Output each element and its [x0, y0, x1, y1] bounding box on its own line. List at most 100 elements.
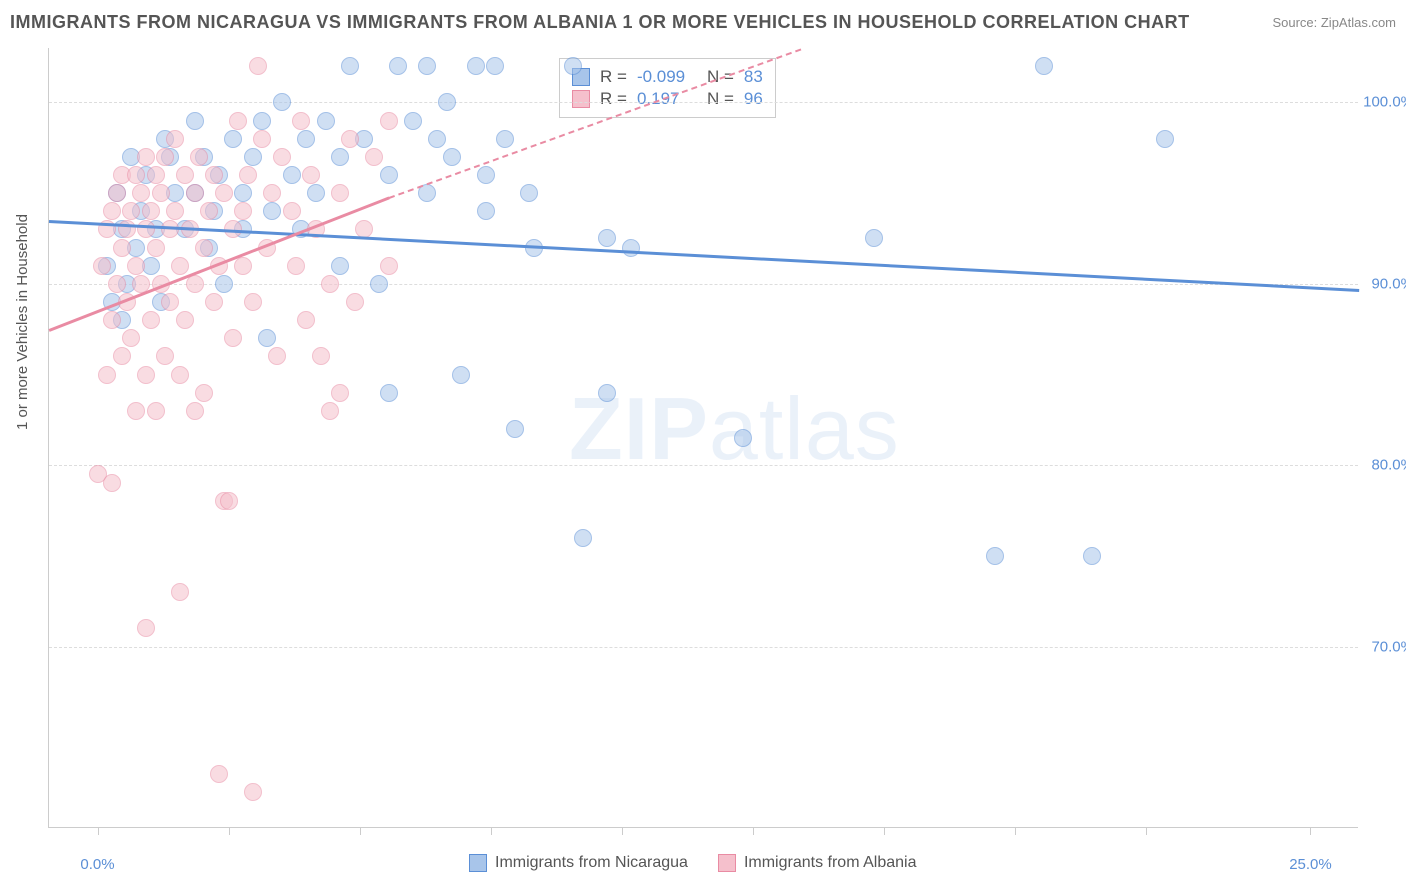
- watermark-prefix: ZIP: [569, 379, 709, 478]
- scatter-point-albania: [127, 257, 145, 275]
- scatter-point-nicaragua: [598, 384, 616, 402]
- legend-swatch: [718, 854, 736, 872]
- scatter-point-albania: [166, 130, 184, 148]
- scatter-point-albania: [147, 239, 165, 257]
- scatter-point-albania: [137, 366, 155, 384]
- scatter-point-albania: [365, 148, 383, 166]
- scatter-point-nicaragua: [234, 184, 252, 202]
- stats-r-label: R =: [600, 67, 627, 87]
- y-tick-label: 90.0%: [1371, 275, 1406, 292]
- scatter-point-albania: [234, 257, 252, 275]
- scatter-point-albania: [147, 402, 165, 420]
- scatter-point-albania: [229, 112, 247, 130]
- scatter-point-albania: [220, 492, 238, 510]
- scatter-point-nicaragua: [404, 112, 422, 130]
- scatter-point-nicaragua: [452, 366, 470, 384]
- y-tick-label: 70.0%: [1371, 638, 1406, 655]
- scatter-point-albania: [312, 347, 330, 365]
- chart-title: IMMIGRANTS FROM NICARAGUA VS IMMIGRANTS …: [10, 12, 1190, 33]
- scatter-point-albania: [273, 148, 291, 166]
- scatter-point-albania: [137, 220, 155, 238]
- scatter-point-nicaragua: [496, 130, 514, 148]
- scatter-point-nicaragua: [520, 184, 538, 202]
- scatter-point-nicaragua: [331, 148, 349, 166]
- x-tick: [1310, 827, 1311, 835]
- scatter-point-albania: [122, 202, 140, 220]
- scatter-point-albania: [147, 166, 165, 184]
- scatter-point-albania: [161, 220, 179, 238]
- scatter-point-albania: [205, 166, 223, 184]
- scatter-point-albania: [186, 184, 204, 202]
- scatter-point-nicaragua: [598, 229, 616, 247]
- x-tick-label: 0.0%: [80, 856, 114, 873]
- x-tick-label: 25.0%: [1289, 856, 1332, 873]
- scatter-point-albania: [283, 202, 301, 220]
- stats-n-label: N =: [707, 89, 734, 109]
- scatter-point-nicaragua: [263, 202, 281, 220]
- scatter-point-albania: [171, 583, 189, 601]
- stats-n-value: 96: [744, 89, 763, 109]
- scatter-point-nicaragua: [986, 547, 1004, 565]
- scatter-point-nicaragua: [428, 130, 446, 148]
- scatter-point-nicaragua: [865, 229, 883, 247]
- y-tick-label: 100.0%: [1363, 94, 1406, 111]
- scatter-point-albania: [346, 293, 364, 311]
- stats-box: R =-0.099N =83R = 0.197N =96: [559, 58, 776, 118]
- scatter-point-albania: [253, 130, 271, 148]
- scatter-point-albania: [249, 57, 267, 75]
- scatter-point-albania: [127, 166, 145, 184]
- scatter-point-nicaragua: [224, 130, 242, 148]
- legend-label: Immigrants from Nicaragua: [495, 854, 688, 872]
- scatter-point-albania: [103, 202, 121, 220]
- scatter-point-albania: [93, 257, 111, 275]
- scatter-point-nicaragua: [331, 257, 349, 275]
- x-tick: [1146, 827, 1147, 835]
- scatter-point-nicaragua: [244, 148, 262, 166]
- scatter-point-albania: [113, 347, 131, 365]
- legend-label: Immigrants from Albania: [744, 854, 917, 872]
- scatter-point-nicaragua: [1083, 547, 1101, 565]
- scatter-point-nicaragua: [418, 57, 436, 75]
- scatter-point-albania: [205, 293, 223, 311]
- scatter-point-albania: [224, 329, 242, 347]
- x-tick: [884, 827, 885, 835]
- scatter-point-albania: [210, 765, 228, 783]
- scatter-point-albania: [244, 293, 262, 311]
- scatter-point-nicaragua: [283, 166, 301, 184]
- scatter-point-albania: [142, 202, 160, 220]
- scatter-point-nicaragua: [273, 93, 291, 111]
- scatter-point-albania: [113, 239, 131, 257]
- scatter-point-albania: [297, 311, 315, 329]
- legend-item: Immigrants from Albania: [718, 854, 917, 872]
- scatter-point-nicaragua: [389, 57, 407, 75]
- scatter-point-albania: [302, 166, 320, 184]
- scatter-point-nicaragua: [258, 329, 276, 347]
- x-tick: [229, 827, 230, 835]
- scatter-point-albania: [161, 293, 179, 311]
- stats-r-label: R =: [600, 89, 627, 109]
- scatter-point-nicaragua: [370, 275, 388, 293]
- scatter-point-albania: [263, 184, 281, 202]
- scatter-point-nicaragua: [1156, 130, 1174, 148]
- scatter-point-nicaragua: [506, 420, 524, 438]
- scatter-point-nicaragua: [307, 184, 325, 202]
- scatter-point-albania: [186, 402, 204, 420]
- scatter-point-albania: [292, 112, 310, 130]
- scatter-point-albania: [127, 402, 145, 420]
- scatter-point-albania: [103, 474, 121, 492]
- scatter-point-nicaragua: [317, 112, 335, 130]
- scatter-point-nicaragua: [477, 202, 495, 220]
- title-bar: IMMIGRANTS FROM NICARAGUA VS IMMIGRANTS …: [10, 12, 1396, 33]
- scatter-point-albania: [195, 239, 213, 257]
- scatter-point-albania: [156, 347, 174, 365]
- legend-swatch: [469, 854, 487, 872]
- scatter-point-nicaragua: [486, 57, 504, 75]
- scatter-point-albania: [137, 148, 155, 166]
- scatter-point-albania: [156, 148, 174, 166]
- scatter-point-albania: [215, 184, 233, 202]
- scatter-point-albania: [234, 202, 252, 220]
- scatter-point-nicaragua: [443, 148, 461, 166]
- scatter-point-albania: [341, 130, 359, 148]
- y-tick-label: 80.0%: [1371, 457, 1406, 474]
- scatter-point-albania: [195, 384, 213, 402]
